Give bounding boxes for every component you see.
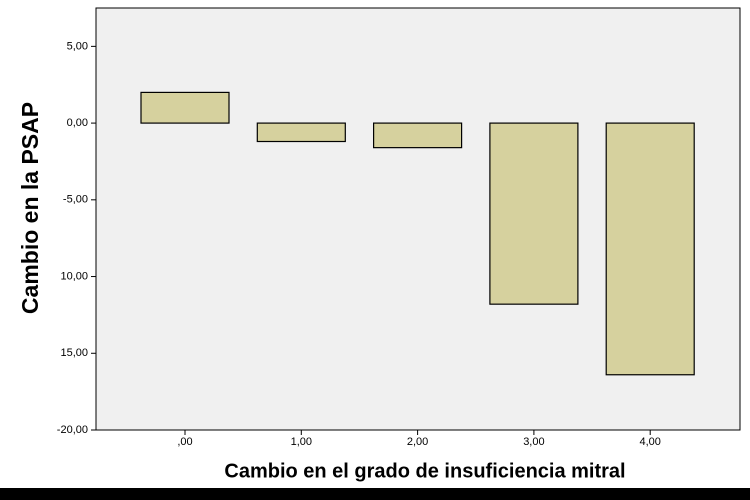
- x-tick-label: 1,00: [291, 436, 312, 448]
- y-tick-label: 15,00: [60, 347, 88, 359]
- y-tick-label: -5,00: [63, 194, 88, 206]
- x-tick-label: 3,00: [523, 436, 544, 448]
- y-tick-label: 10,00: [60, 270, 88, 282]
- x-tick-label: 4,00: [639, 436, 660, 448]
- bar: [605, 122, 695, 376]
- bar: [489, 122, 579, 305]
- y-tick-label: -20,00: [57, 424, 88, 436]
- y-tick-label: 5,00: [67, 40, 88, 52]
- bar: [140, 91, 230, 124]
- bottom-border: [0, 488, 750, 500]
- x-tick-label: ,00: [177, 436, 192, 448]
- x-tick-label: 2,00: [407, 436, 428, 448]
- bar: [256, 122, 346, 143]
- y-tick-label: 0,00: [67, 117, 88, 129]
- bar: [373, 122, 463, 149]
- x-axis-title: Cambio en el grado de insuficiencia mitr…: [224, 460, 625, 482]
- y-axis-title: Cambio en la PSAP: [17, 102, 43, 314]
